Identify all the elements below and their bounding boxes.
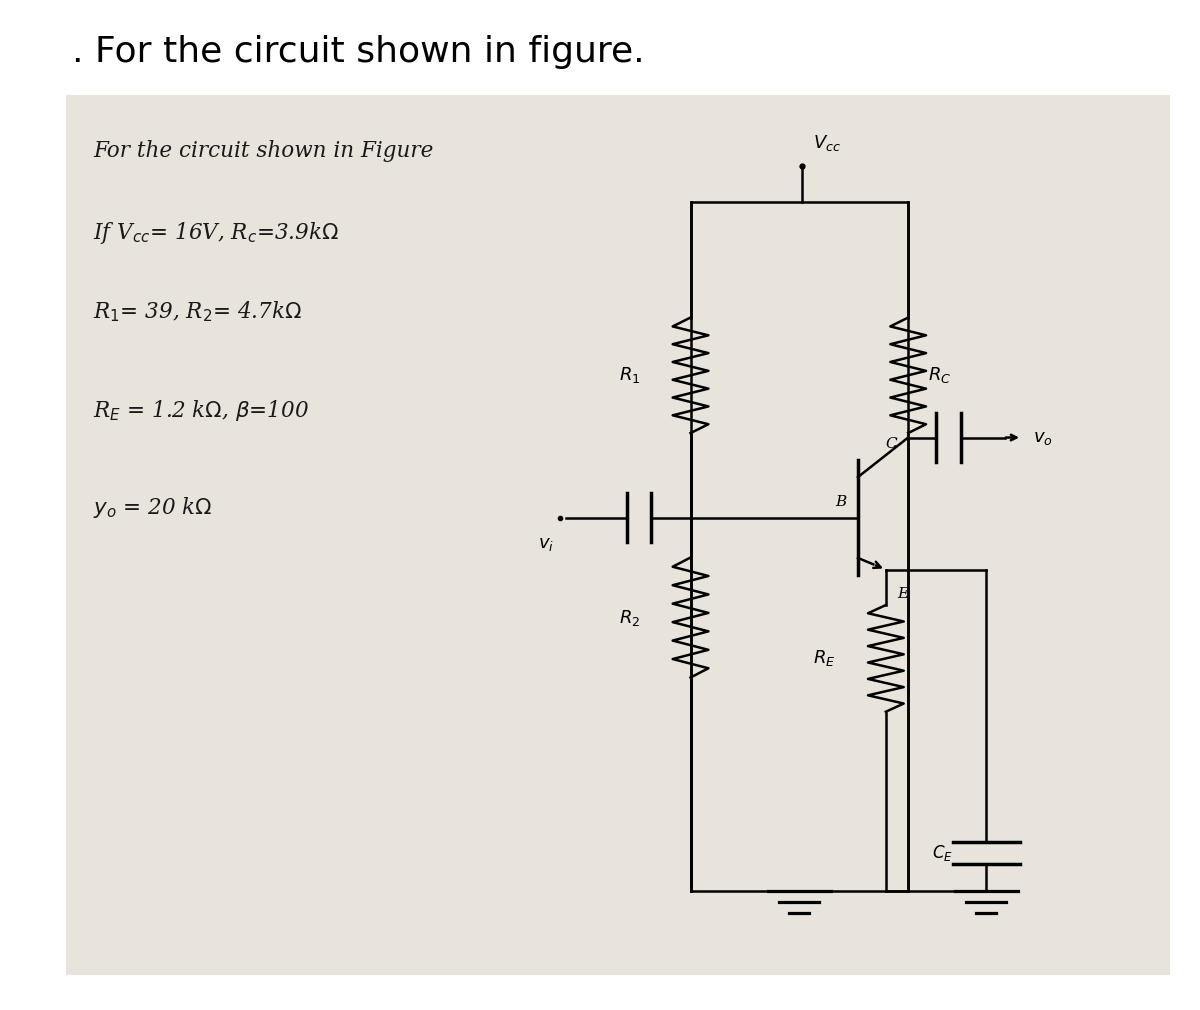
Text: R$_E$ = 1.2 k$\Omega$, $\beta$=100: R$_E$ = 1.2 k$\Omega$, $\beta$=100 (94, 398, 310, 422)
Text: If V$_{cc}$= 16V, R$_c$=3.9k$\Omega$: If V$_{cc}$= 16V, R$_c$=3.9k$\Omega$ (94, 220, 340, 245)
Text: $v_o$: $v_o$ (1033, 428, 1052, 446)
Text: R$_1$= 39, R$_2$= 4.7k$\Omega$: R$_1$= 39, R$_2$= 4.7k$\Omega$ (94, 300, 302, 324)
Text: $C_E$: $C_E$ (932, 843, 953, 864)
Text: $R_E$: $R_E$ (814, 648, 835, 669)
Text: $R_C$: $R_C$ (929, 366, 952, 386)
Text: E: E (898, 587, 908, 601)
Text: $V_{cc}$: $V_{cc}$ (814, 133, 841, 154)
Text: B: B (835, 495, 847, 509)
Text: $v_i$: $v_i$ (539, 535, 554, 553)
Text: $R_2$: $R_2$ (619, 607, 641, 627)
FancyBboxPatch shape (66, 95, 1170, 976)
Text: . For the circuit shown in figure.: . For the circuit shown in figure. (72, 35, 644, 70)
Text: For the circuit shown in Figure: For the circuit shown in Figure (94, 139, 434, 162)
Text: $y_o$ = 20 k$\Omega$: $y_o$ = 20 k$\Omega$ (94, 495, 214, 520)
Text: C: C (886, 437, 898, 450)
Text: $R_1$: $R_1$ (619, 366, 641, 386)
